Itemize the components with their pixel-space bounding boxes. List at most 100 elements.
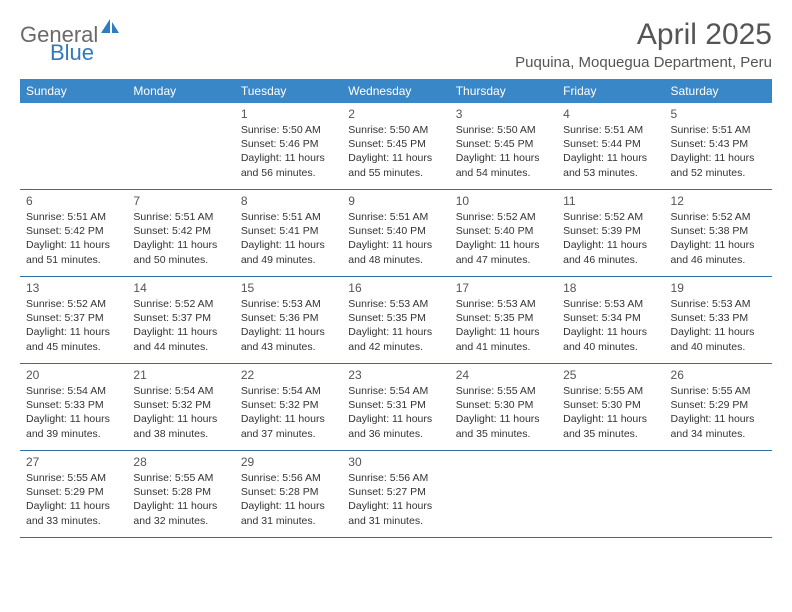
daylight-text: Daylight: 11 hours and 34 minutes.	[671, 412, 766, 440]
day-info: Sunrise: 5:50 AMSunset: 5:46 PMDaylight:…	[241, 123, 336, 180]
day-info: Sunrise: 5:51 AMSunset: 5:42 PMDaylight:…	[26, 210, 121, 267]
daylight-text: Daylight: 11 hours and 37 minutes.	[241, 412, 336, 440]
calendar-cell: 4Sunrise: 5:51 AMSunset: 5:44 PMDaylight…	[557, 103, 664, 189]
sunset-text: Sunset: 5:39 PM	[563, 224, 658, 238]
sunrise-text: Sunrise: 5:55 AM	[133, 471, 228, 485]
sunrise-text: Sunrise: 5:51 AM	[563, 123, 658, 137]
calendar-cell: 23Sunrise: 5:54 AMSunset: 5:31 PMDayligh…	[342, 364, 449, 450]
sunset-text: Sunset: 5:29 PM	[26, 485, 121, 499]
calendar-row: 27 Sunrise: 5:55 AM Sunset: 5:29 PM Dayligh…	[20, 451, 772, 538]
sunrise-text: Sunrise: 5:51 AM	[26, 210, 121, 224]
sunrise-text: Sunrise: 5:56 AM	[241, 471, 336, 485]
sunset-text: Sunset: 5:37 PM	[26, 311, 121, 325]
sunset-text: Sunset: 5:42 PM	[133, 224, 228, 238]
day-info: Sunrise: 5:56 AMSunset: 5:27 PMDaylight:…	[348, 471, 443, 528]
calendar-cell: 16 Sunrise: 5:53 AMSunset: 5:35 PMDayligh…	[342, 277, 449, 363]
day-header: Monday	[127, 79, 234, 103]
calendar-cell: 2Sunrise: 5:50 AMSunset: 5:45 PMDaylight…	[342, 103, 449, 189]
calendar-cell: 14Sunrise: 5:52 AMSunset: 5:37 PMDayligh…	[127, 277, 234, 363]
sunset-text: Sunset: 5:43 PM	[671, 137, 766, 151]
day-info: Sunrise: 5:55 AMSunset: 5:29 PMDaylight:…	[671, 384, 766, 441]
sunset-text: Sunset: 5:38 PM	[671, 224, 766, 238]
sunrise-text: Sunrise: 5:50 AM	[456, 123, 551, 137]
sunset-text: Sunset: 5:29 PM	[671, 398, 766, 412]
sunrise-text: Sunrise: 5:50 AM	[348, 123, 443, 137]
day-number: 1	[241, 107, 336, 121]
daylight-text: Daylight: 11 hours and 38 minutes.	[133, 412, 228, 440]
sunrise-text: Sunrise: 5:56 AM	[348, 471, 443, 485]
title-block: April 2025 Puquina, Moquegua Department,…	[515, 18, 772, 71]
day-number: 23	[348, 368, 443, 382]
day-info: Sunrise: 5:50 AMSunset: 5:45 PMDaylight:…	[456, 123, 551, 180]
daylight-text: Daylight: 11 hours and 35 minutes.	[563, 412, 658, 440]
calendar-cell: 12 Sunrise: 5:52 AMSunset: 5:38 PMDayligh…	[665, 190, 772, 276]
sunset-text: Sunset: 5:41 PM	[241, 224, 336, 238]
sunrise-text: Sunrise: 5:53 AM	[563, 297, 658, 311]
calendar-cell: 6Sunrise: 5:51 AMSunset: 5:42 PMDaylight…	[20, 190, 127, 276]
sunset-text: Sunset: 5:45 PM	[348, 137, 443, 151]
day-number: 11	[563, 194, 658, 208]
day-number: 24	[456, 368, 551, 382]
daylight-text: Daylight: 11 hours and 55 minutes.	[348, 151, 443, 179]
calendar-cell: 28 Sunrise: 5:55 AMSunset: 5:28 PMDayligh…	[127, 451, 234, 537]
sunrise-text: Sunrise: 5:54 AM	[26, 384, 121, 398]
sunset-text: Sunset: 5:36 PM	[241, 311, 336, 325]
day-number: 29	[241, 455, 336, 469]
calendar-row: 13Sunrise: 5:52 AMSunset: 5:37 PMDayligh…	[20, 277, 772, 364]
day-number: 27	[26, 455, 121, 469]
day-number: 28	[133, 455, 228, 469]
daylight-text: Daylight: 11 hours and 49 minutes.	[241, 238, 336, 266]
day-info: Sunrise: 5:51 AMSunset: 5:40 PMDaylight:…	[348, 210, 443, 267]
calendar-cell: 8Sunrise: 5:51 AMSunset: 5:41 PMDaylight…	[235, 190, 342, 276]
calendar-cell: 18Sunrise: 5:53 AMSunset: 5:34 PMDayligh…	[557, 277, 664, 363]
daylight-text: Daylight: 11 hours and 46 minutes.	[563, 238, 658, 266]
daylight-text: Daylight: 11 hours and 52 minutes.	[671, 151, 766, 179]
sunset-text: Sunset: 5:33 PM	[671, 311, 766, 325]
sunset-text: Sunset: 5:28 PM	[133, 485, 228, 499]
calendar-cell: 19Sunrise: 5:53 AMSunset: 5:33 PMDayligh…	[665, 277, 772, 363]
sunset-text: Sunset: 5:27 PM	[348, 485, 443, 499]
day-number: 9	[348, 194, 443, 208]
day-number: 17	[456, 281, 551, 295]
calendar-cell: 7Sunrise: 5:51 AMSunset: 5:42 PMDaylight…	[127, 190, 234, 276]
day-info: Sunrise: 5:54 AMSunset: 5:32 PMDaylight:…	[241, 384, 336, 441]
day-number: 26	[671, 368, 766, 382]
day-info: Sunrise: 5:55 AMSunset: 5:30 PMDaylight:…	[456, 384, 551, 441]
day-number: 12	[671, 194, 766, 208]
daylight-text: Daylight: 11 hours and 46 minutes.	[671, 238, 766, 266]
calendar-cell: 13Sunrise: 5:52 AMSunset: 5:37 PMDayligh…	[20, 277, 127, 363]
day-header: Thursday	[450, 79, 557, 103]
sunset-text: Sunset: 5:35 PM	[348, 311, 443, 325]
sunset-text: Sunset: 5:30 PM	[563, 398, 658, 412]
daylight-text: Daylight: 11 hours and 53 minutes.	[563, 151, 658, 179]
sunset-text: Sunset: 5:37 PM	[133, 311, 228, 325]
day-header: Wednesday	[342, 79, 449, 103]
calendar-row: 20Sunrise: 5:54 AMSunset: 5:33 PMDayligh…	[20, 364, 772, 451]
day-info: Sunrise: 5:51 AMSunset: 5:41 PMDaylight:…	[241, 210, 336, 267]
daylight-text: Daylight: 11 hours and 31 minutes.	[241, 499, 336, 527]
day-info: Sunrise: 5:52 AMSunset: 5:39 PMDaylight:…	[563, 210, 658, 267]
sunrise-text: Sunrise: 5:51 AM	[348, 210, 443, 224]
calendar-cell: 24 Sunrise: 5:55 AMSunset: 5:30 PMDayligh…	[450, 364, 557, 450]
sunrise-text: Sunrise: 5:51 AM	[241, 210, 336, 224]
day-number: 16	[348, 281, 443, 295]
calendar-row: 1 Sunrise: 5:50 AMSunset: 5:46 PMDaylight…	[20, 103, 772, 190]
day-info: Sunrise: 5:55 AMSunset: 5:28 PMDaylight:…	[133, 471, 228, 528]
sunrise-text: Sunrise: 5:52 AM	[671, 210, 766, 224]
day-number: 7	[133, 194, 228, 208]
page: General Blue April 2025 Puquina, Moquegu…	[0, 0, 792, 556]
day-header: Saturday	[665, 79, 772, 103]
sunrise-text: Sunrise: 5:53 AM	[456, 297, 551, 311]
daylight-text: Daylight: 11 hours and 51 minutes.	[26, 238, 121, 266]
sunset-text: Sunset: 5:31 PM	[348, 398, 443, 412]
daylight-text: Daylight: 11 hours and 32 minutes.	[133, 499, 228, 527]
day-info: Sunrise: 5:53 AMSunset: 5:34 PMDaylight:…	[563, 297, 658, 354]
sunset-text: Sunset: 5:34 PM	[563, 311, 658, 325]
calendar-cell: 1 Sunrise: 5:50 AMSunset: 5:46 PMDaylight…	[235, 103, 342, 189]
calendar-cell: 20Sunrise: 5:54 AMSunset: 5:33 PMDayligh…	[20, 364, 127, 450]
sunset-text: Sunset: 5:32 PM	[133, 398, 228, 412]
sunset-text: Sunset: 5:30 PM	[456, 398, 551, 412]
day-info: Sunrise: 5:53 AMSunset: 5:35 PMDaylight:…	[348, 297, 443, 354]
day-info: Sunrise: 5:55 AMSunset: 5:30 PMDaylight:…	[563, 384, 658, 441]
sunset-text: Sunset: 5:44 PM	[563, 137, 658, 151]
